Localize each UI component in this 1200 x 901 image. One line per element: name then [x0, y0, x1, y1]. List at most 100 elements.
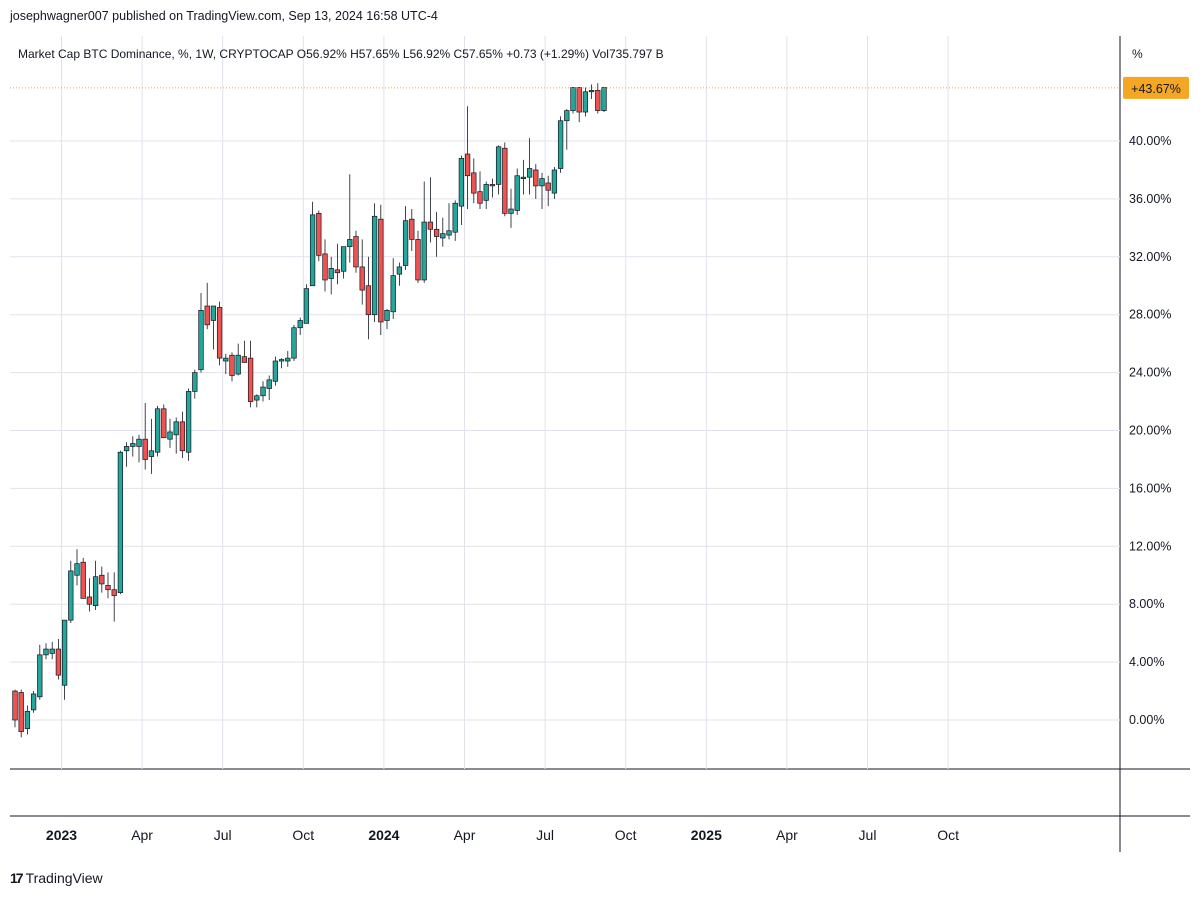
candle[interactable]	[526, 138, 533, 195]
candle[interactable]	[409, 209, 415, 252]
candle[interactable]	[111, 572, 117, 622]
candle[interactable]	[557, 116, 564, 173]
candle[interactable]	[247, 340, 254, 408]
candle[interactable]	[347, 174, 353, 263]
candle[interactable]	[148, 418, 155, 474]
candlestick-chart[interactable]: 0.00% 4.00% 8.00% 12.00% 16.00% 20.00% 24.00% 2…	[10, 36, 1190, 853]
candle[interactable]	[564, 109, 570, 150]
candle[interactable]	[514, 168, 520, 215]
candle[interactable]	[421, 181, 427, 283]
candle[interactable]	[235, 343, 241, 376]
candle[interactable]	[49, 641, 55, 660]
candle[interactable]	[545, 175, 551, 207]
candle[interactable]	[371, 203, 378, 322]
candle[interactable]	[595, 83, 601, 114]
candle[interactable]	[396, 262, 403, 286]
candle[interactable]	[378, 204, 384, 335]
candle[interactable]	[452, 200, 458, 241]
candle[interactable]	[80, 557, 86, 599]
candle[interactable]	[92, 560, 99, 610]
candle[interactable]	[167, 418, 173, 448]
candle[interactable]	[18, 689, 24, 738]
candle[interactable]	[390, 258, 396, 320]
candle[interactable]	[260, 381, 266, 402]
candle[interactable]	[86, 578, 93, 612]
candle[interactable]	[334, 243, 341, 285]
candle[interactable]	[105, 572, 111, 599]
candle[interactable]	[402, 206, 409, 270]
candle[interactable]	[68, 560, 74, 624]
candle[interactable]	[582, 87, 589, 117]
candle[interactable]	[570, 87, 576, 114]
candle[interactable]	[254, 394, 260, 408]
candle[interactable]	[61, 619, 68, 700]
candle[interactable]	[198, 292, 204, 373]
candle[interactable]	[117, 450, 124, 595]
candle[interactable]	[142, 402, 148, 470]
candle[interactable]	[502, 142, 508, 217]
candle[interactable]	[297, 317, 303, 335]
candle[interactable]	[353, 230, 359, 273]
candle[interactable]	[229, 352, 235, 382]
candle[interactable]	[483, 181, 489, 210]
candle[interactable]	[551, 167, 558, 199]
candle[interactable]	[588, 84, 595, 100]
candle[interactable]	[136, 434, 142, 463]
chart-panel[interactable]: 0.00% 4.00% 8.00% 12.00% 16.00% 20.00% 24.00% 2…	[10, 36, 1190, 853]
candle[interactable]	[266, 375, 272, 401]
candle[interactable]	[440, 217, 446, 247]
candle[interactable]	[210, 305, 217, 350]
candle[interactable]	[216, 301, 223, 366]
candle[interactable]	[204, 282, 210, 330]
candle[interactable]	[322, 239, 328, 292]
candle[interactable]	[384, 308, 390, 330]
candle[interactable]	[508, 188, 514, 228]
candle[interactable]	[55, 638, 62, 680]
candle[interactable]	[37, 644, 43, 700]
candle[interactable]	[179, 411, 186, 459]
candle[interactable]	[446, 203, 452, 240]
candle[interactable]	[192, 369, 198, 399]
candle[interactable]	[309, 201, 316, 287]
candle[interactable]	[173, 417, 179, 454]
candle[interactable]	[316, 210, 322, 262]
candle[interactable]	[154, 405, 161, 457]
candle[interactable]	[340, 246, 347, 279]
candle[interactable]	[365, 256, 372, 340]
candle[interactable]	[43, 643, 49, 660]
current-price-tag[interactable]	[1123, 76, 1189, 99]
candle[interactable]	[223, 353, 229, 375]
candle[interactable]	[241, 340, 248, 363]
candle[interactable]	[464, 106, 471, 210]
symbol-legend[interactable]: Market Cap BTC Dominance, %, 1W, CRYPTOC…	[18, 47, 664, 61]
candle[interactable]	[328, 256, 334, 295]
candle[interactable]	[30, 691, 37, 713]
candle[interactable]	[278, 358, 285, 369]
candle[interactable]	[74, 549, 80, 586]
candle[interactable]	[99, 566, 105, 593]
candle[interactable]	[433, 211, 440, 257]
candle[interactable]	[272, 356, 279, 386]
price-scale-unit[interactable]: %	[1132, 47, 1143, 61]
candle[interactable]	[471, 158, 477, 204]
candle[interactable]	[533, 164, 539, 199]
candle[interactable]	[458, 155, 465, 225]
candle[interactable]	[185, 388, 192, 461]
candle[interactable]	[359, 239, 365, 305]
candle[interactable]	[576, 87, 582, 123]
candle[interactable]	[495, 145, 502, 195]
candle[interactable]	[539, 172, 545, 210]
candle[interactable]	[123, 442, 130, 467]
candle[interactable]	[303, 284, 310, 324]
candle[interactable]	[489, 178, 496, 198]
candle[interactable]	[161, 404, 167, 439]
candle[interactable]	[520, 159, 527, 195]
candle[interactable]	[601, 87, 607, 113]
candle[interactable]	[427, 177, 434, 243]
candle[interactable]	[477, 171, 483, 210]
candle[interactable]	[24, 705, 31, 735]
candle[interactable]	[415, 230, 421, 283]
candle[interactable]	[12, 689, 18, 728]
candle[interactable]	[291, 324, 297, 362]
candle[interactable]	[285, 350, 291, 367]
